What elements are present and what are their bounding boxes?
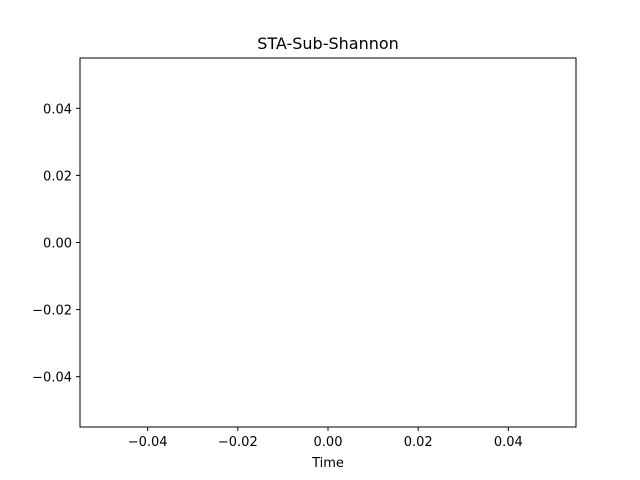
chart-title: STA-Sub-Shannon	[257, 34, 399, 53]
x-axis: −0.04 −0.02 0.00 0.02 0.04	[128, 427, 523, 450]
y-tick-label: 0.00	[43, 237, 72, 252]
y-tick-label: −0.02	[32, 304, 72, 319]
x-tick-label: −0.02	[218, 435, 258, 450]
plot-frame	[79, 57, 577, 428]
plot-area	[79, 57, 577, 428]
x-tick-label: 0.04	[494, 435, 523, 450]
x-tick-label: 0.00	[314, 435, 343, 450]
x-tick-label: −0.04	[128, 435, 168, 450]
y-tick-label: 0.04	[43, 102, 72, 117]
y-tick-label: 0.02	[43, 169, 72, 184]
y-axis: −0.04 −0.02 0.00 0.02 0.04	[32, 102, 80, 386]
x-tick-label: 0.02	[404, 435, 433, 450]
x-axis-label: Time	[311, 456, 344, 471]
y-tick-label: −0.04	[32, 371, 72, 386]
